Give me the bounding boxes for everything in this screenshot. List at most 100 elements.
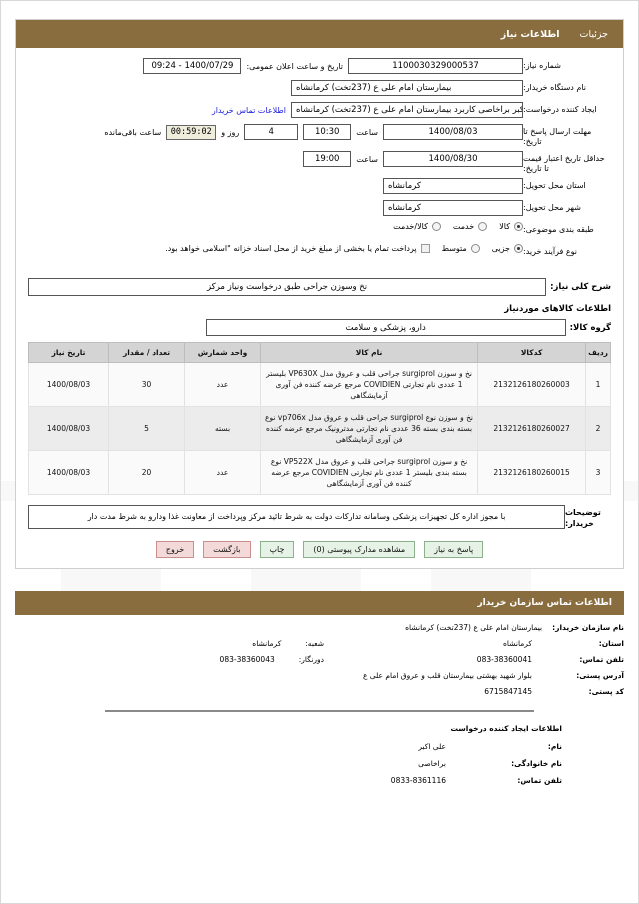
field-row-buyer-org: نام دستگاه خریدار: بیمارستان امام علی ع … bbox=[28, 80, 611, 98]
days-unit-label: روز و bbox=[221, 127, 240, 137]
radio-label-medium: متوسط bbox=[441, 244, 467, 253]
radio-indicator-service bbox=[478, 222, 488, 231]
cell-date: 1400/08/03 bbox=[28, 362, 109, 407]
section-divider bbox=[105, 710, 534, 712]
contact-province-value: کرمانشاه bbox=[502, 639, 532, 648]
validity-hour-label: ساعت bbox=[356, 154, 378, 164]
table-row: 2 2132126180260027 نخ و سوزن نوع surgipr… bbox=[28, 406, 611, 451]
need-form: شماره نیاز: 1100030329000537 تاریخ و ساع… bbox=[16, 48, 623, 270]
contact-address-value: بلوار شهید بهشتی بیمارستان قلب و عروق ام… bbox=[362, 671, 532, 680]
col-header-qty: تعداد / مقدار bbox=[108, 342, 185, 363]
cell-index: 2 bbox=[585, 406, 611, 451]
validity-date: 1400/08/30 bbox=[383, 151, 523, 167]
radio-label-service: خدمت bbox=[452, 222, 475, 231]
process-label: نوع فرآیند خرید: bbox=[523, 247, 577, 256]
checkbox-treasury-payment[interactable]: پرداخت تمام یا بخشی از مبلغ خرید از محل … bbox=[165, 244, 430, 253]
requester-family-line: نام خانوادگی: براخاصی bbox=[15, 759, 624, 768]
contact-section-body: نام سازمان خریدار: بیمارستان امام علی ع … bbox=[1, 615, 638, 797]
category-label: طبقه بندی موضوعی: bbox=[523, 225, 594, 234]
radio-category-service[interactable]: خدمت bbox=[452, 222, 488, 231]
radio-indicator-goods-service bbox=[431, 222, 441, 231]
contact-org-value: بیمارستان امام علی ع (237تخت) کرمانشاه bbox=[405, 623, 543, 632]
radio-indicator-medium bbox=[470, 244, 480, 253]
requester-family-label: نام خانوادگی: bbox=[511, 759, 562, 768]
radio-process-minor[interactable]: جزیی bbox=[492, 244, 523, 253]
contact-fax-value: 083-38360043 bbox=[219, 655, 275, 664]
requester-family-value: براخاصی bbox=[418, 759, 446, 768]
validity-time: 19:00 bbox=[303, 151, 352, 167]
field-row-category: طبقه بندی موضوعی: کالا خدمت کالا/خدمت bbox=[28, 222, 611, 240]
deadline-time: 10:30 bbox=[303, 124, 352, 140]
contact-address-line: آدرس پستی: بلوار شهید بهشتی بیمارستان قل… bbox=[15, 671, 624, 680]
cell-qty: 5 bbox=[108, 406, 185, 451]
summary-row: شرح کلی نیاز: نخ وسوزن جراحی طبق درخواست… bbox=[16, 278, 623, 296]
requester-name-label: نام: bbox=[547, 742, 562, 751]
goods-table-wrap: ردیف کدکالا نام کالا واحد شمارش تعداد / … bbox=[28, 342, 611, 495]
col-header-name: نام کالا bbox=[259, 342, 479, 363]
radio-category-goods[interactable]: کالا bbox=[499, 222, 523, 231]
print-button[interactable]: چاپ bbox=[259, 541, 295, 558]
requester-phone-label: تلفن تماس: bbox=[517, 776, 562, 785]
validity-label: حداقل تاریخ اعتبار قیمت تا تاریخ: bbox=[523, 154, 605, 173]
summary-value: نخ وسوزن جراحی طبق درخواست ونیاز مرکز bbox=[28, 278, 547, 296]
requester-name-value: علی اکبر bbox=[418, 742, 446, 751]
contact-province-line: استان: کرمانشاه شعبه: کرمانشاه bbox=[15, 639, 624, 648]
table-row: 1 2132126180260003 نخ و سوزن surgiprol ج… bbox=[28, 362, 611, 407]
need-number-value: 1100030329000537 bbox=[348, 58, 523, 74]
cell-qty: 20 bbox=[108, 450, 185, 495]
field-row-province: استان محل تحویل: کرمانشاه bbox=[28, 178, 611, 196]
field-row-process: نوع فرآیند خرید: جزیی متوسط پرداخت تم bbox=[28, 244, 611, 262]
field-row-creator: ایجاد کننده درخواست: علی اکبر براخاصی کا… bbox=[28, 102, 611, 120]
radio-category-goods-service[interactable]: کالا/خدمت bbox=[393, 222, 441, 231]
contact-address-label: آدرس پستی: bbox=[576, 671, 624, 680]
view-attachments-button[interactable]: مشاهده مدارک پیوستی (0) bbox=[303, 541, 416, 558]
checkbox-indicator-treasury bbox=[420, 244, 430, 253]
province-label: استان محل تحویل: bbox=[523, 181, 586, 190]
creator-value: علی اکبر براخاصی کاربرد بیمارستان امام ع… bbox=[291, 102, 523, 118]
col-header-unit: واحد شمارش bbox=[184, 342, 261, 363]
contact-fax-label: دورنگار: bbox=[298, 655, 324, 664]
tab-details[interactable]: جزئیات bbox=[579, 28, 608, 40]
respond-to-need-button[interactable]: پاسخ به نیاز bbox=[424, 541, 484, 558]
cell-code: 2132126180260003 bbox=[477, 362, 587, 407]
back-button[interactable]: بازگشت bbox=[203, 541, 251, 558]
contact-section-header: اطلاعات تماس سازمان خریدار bbox=[15, 591, 624, 615]
goods-table: ردیف کدکالا نام کالا واحد شمارش تعداد / … bbox=[28, 342, 611, 495]
contact-postal-line: کد پستی: 6715847145 bbox=[15, 687, 624, 696]
payment-note-label: پرداخت تمام یا بخشی از مبلغ خرید از محل … bbox=[165, 244, 417, 253]
cell-unit: بسته bbox=[184, 406, 261, 451]
goods-group-value: دارو، پزشکی و سلامت bbox=[205, 319, 566, 336]
col-header-index: ردیف bbox=[585, 342, 611, 363]
contact-branch-value: کرمانشاه bbox=[252, 639, 282, 648]
buyer-contact-link[interactable]: اطلاعات تماس خریدار bbox=[211, 105, 286, 115]
cell-index: 1 bbox=[585, 362, 611, 407]
cell-name: نخ و سوزن surgiprol جراحی قلب و عروق مدل… bbox=[259, 362, 479, 407]
cell-unit: عدد bbox=[184, 450, 261, 495]
exit-button[interactable]: خروج bbox=[155, 541, 195, 558]
need-number-label: شماره نیاز: bbox=[523, 61, 561, 70]
field-row-deadline: مهلت ارسال پاسخ تا تاریخ: 1400/08/03 ساع… bbox=[28, 124, 611, 147]
city-label: شهر محل تحویل: bbox=[523, 203, 581, 212]
table-row: 3 2132126180260015 نخ و سوزن surgiprol ج… bbox=[28, 450, 611, 495]
requester-section-title: اطلاعات ایجاد کننده درخواست bbox=[450, 724, 562, 733]
tabbar: جزئیات اطلاعات نیاز bbox=[16, 20, 623, 48]
timer-suffix-label: ساعت باقی‌مانده bbox=[104, 127, 162, 137]
deadline-date: 1400/08/03 bbox=[383, 124, 523, 140]
city-value: کرمانشاه bbox=[383, 200, 523, 216]
notes-row: توضیحات خریدار: با مجوز اداره کل تجهیزات… bbox=[28, 505, 611, 529]
radio-label-minor: جزیی bbox=[491, 244, 510, 253]
requester-name-line: نام: علی اکبر bbox=[15, 742, 624, 751]
cell-qty: 30 bbox=[108, 362, 185, 407]
tab-need-info[interactable]: اطلاعات نیاز bbox=[500, 28, 560, 40]
province-value: کرمانشاه bbox=[383, 178, 523, 194]
contact-org-line: نام سازمان خریدار: بیمارستان امام علی ع … bbox=[15, 623, 624, 632]
deadline-label: مهلت ارسال پاسخ تا تاریخ: bbox=[523, 127, 592, 146]
contact-org-label: نام سازمان خریدار: bbox=[552, 623, 624, 632]
radio-process-medium[interactable]: متوسط bbox=[442, 244, 480, 253]
summary-label: شرح کلی نیاز: bbox=[550, 282, 611, 292]
cell-date: 1400/08/03 bbox=[28, 406, 109, 451]
field-row-validity: حداقل تاریخ اعتبار قیمت تا تاریخ: 1400/0… bbox=[28, 151, 611, 174]
radio-indicator-minor bbox=[514, 244, 523, 253]
contact-province-label: استان: bbox=[598, 639, 624, 648]
cell-name: نخ و سوزن surgiprol جراحی قلب و عروق مدل… bbox=[259, 450, 479, 495]
